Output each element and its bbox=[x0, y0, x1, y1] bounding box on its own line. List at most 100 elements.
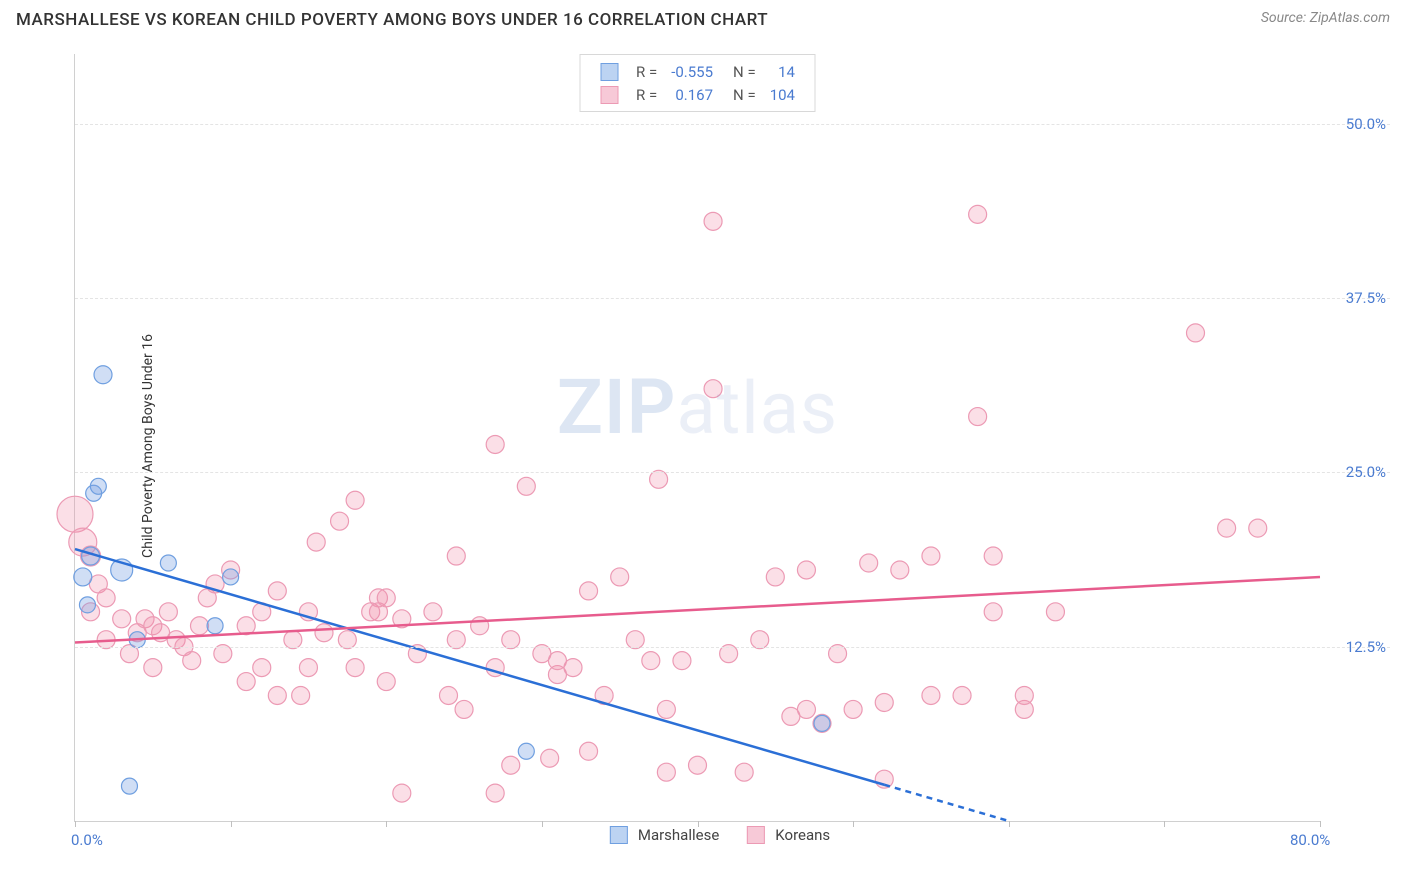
data-point bbox=[207, 618, 223, 634]
data-point bbox=[922, 547, 940, 565]
x-tick-label: 80.0% bbox=[1290, 831, 1330, 849]
data-point bbox=[1249, 519, 1267, 537]
data-point bbox=[113, 610, 131, 628]
data-point bbox=[969, 408, 987, 426]
data-point bbox=[237, 673, 255, 691]
data-point bbox=[922, 686, 940, 704]
y-tick-label: 12.5% bbox=[1346, 638, 1386, 656]
legend-row: R =-0.555N =14 bbox=[594, 61, 801, 82]
data-point bbox=[447, 547, 465, 565]
chart-title: MARSHALLESE VS KOREAN CHILD POVERTY AMON… bbox=[16, 10, 768, 30]
y-tick-label: 37.5% bbox=[1346, 289, 1386, 307]
data-point bbox=[377, 673, 395, 691]
data-point bbox=[159, 603, 177, 621]
x-tick bbox=[853, 821, 854, 827]
data-point bbox=[268, 686, 286, 704]
data-point bbox=[580, 582, 598, 600]
data-point bbox=[969, 205, 987, 223]
data-point bbox=[735, 763, 753, 781]
data-point bbox=[94, 366, 112, 384]
data-point bbox=[953, 686, 971, 704]
data-point bbox=[160, 555, 176, 571]
legend-swatch bbox=[600, 86, 618, 104]
data-point bbox=[97, 589, 115, 607]
data-point bbox=[253, 659, 271, 677]
data-point bbox=[766, 568, 784, 586]
legend-row: R =0.167N =104 bbox=[594, 84, 801, 105]
gridline bbox=[75, 472, 1390, 473]
y-tick-label: 50.0% bbox=[1346, 115, 1386, 133]
legend-label: Marshallese bbox=[638, 826, 719, 844]
data-point bbox=[346, 659, 364, 677]
data-point bbox=[518, 743, 534, 759]
data-point bbox=[377, 589, 395, 607]
data-point bbox=[984, 547, 1002, 565]
data-point bbox=[844, 700, 862, 718]
data-point bbox=[486, 435, 504, 453]
data-point bbox=[704, 212, 722, 230]
legend-swatch bbox=[747, 826, 765, 844]
data-point bbox=[797, 561, 815, 579]
data-point bbox=[984, 603, 1002, 621]
data-point bbox=[191, 617, 209, 635]
data-point bbox=[315, 624, 333, 642]
x-tick-label: 0.0% bbox=[71, 831, 103, 849]
gridline bbox=[75, 124, 1390, 125]
data-point bbox=[299, 659, 317, 677]
plot-area: ZIPatlas R =-0.555N =14R =0.167N =104 12… bbox=[74, 54, 1320, 822]
correlation-legend: R =-0.555N =14R =0.167N =104 bbox=[579, 54, 816, 112]
legend-label: Koreans bbox=[775, 826, 830, 844]
source-attribution: Source: ZipAtlas.com bbox=[1261, 10, 1390, 26]
data-point bbox=[74, 568, 92, 586]
x-tick bbox=[75, 821, 76, 827]
data-point bbox=[424, 603, 442, 621]
legend-item: Koreans bbox=[747, 826, 830, 844]
data-point bbox=[611, 568, 629, 586]
x-tick bbox=[542, 821, 543, 827]
trend-line-dashed bbox=[884, 785, 1009, 821]
data-point bbox=[564, 659, 582, 677]
data-point bbox=[393, 784, 411, 802]
chart-container: Child Poverty Among Boys Under 16 ZIPatl… bbox=[50, 40, 1390, 852]
data-point bbox=[875, 693, 893, 711]
data-point bbox=[891, 561, 909, 579]
data-point bbox=[704, 380, 722, 398]
data-point bbox=[183, 652, 201, 670]
data-point bbox=[331, 512, 349, 530]
data-point bbox=[79, 597, 95, 613]
gridline bbox=[75, 647, 1390, 648]
data-point bbox=[673, 652, 691, 670]
data-point bbox=[268, 582, 286, 600]
y-tick-label: 25.0% bbox=[1346, 463, 1386, 481]
data-point bbox=[90, 478, 106, 494]
data-point bbox=[797, 700, 815, 718]
data-point bbox=[814, 715, 830, 731]
data-point bbox=[642, 652, 660, 670]
data-point bbox=[1015, 686, 1033, 704]
x-tick bbox=[1009, 821, 1010, 827]
x-tick bbox=[1164, 821, 1165, 827]
x-tick bbox=[231, 821, 232, 827]
data-point bbox=[517, 477, 535, 495]
data-point bbox=[440, 686, 458, 704]
data-point bbox=[307, 533, 325, 551]
series-legend: Marshallese Koreans bbox=[610, 826, 830, 844]
gridline bbox=[75, 298, 1390, 299]
data-point bbox=[1218, 519, 1236, 537]
data-point bbox=[223, 569, 239, 585]
legend-item: Marshallese bbox=[610, 826, 719, 844]
data-point bbox=[57, 496, 93, 532]
data-point bbox=[346, 491, 364, 509]
x-tick bbox=[386, 821, 387, 827]
data-point bbox=[1187, 324, 1205, 342]
data-point bbox=[657, 700, 675, 718]
data-point bbox=[502, 756, 520, 774]
scatter-svg bbox=[75, 54, 1320, 821]
data-point bbox=[657, 763, 675, 781]
x-tick bbox=[1320, 821, 1321, 827]
data-point bbox=[455, 700, 473, 718]
data-point bbox=[860, 554, 878, 572]
legend-swatch bbox=[610, 826, 628, 844]
data-point bbox=[292, 686, 310, 704]
data-point bbox=[541, 749, 559, 767]
